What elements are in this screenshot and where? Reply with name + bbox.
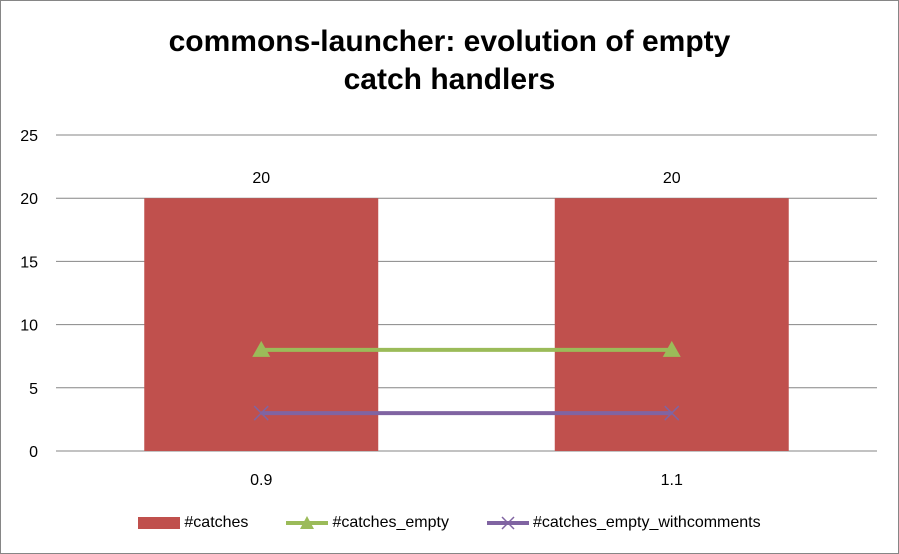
chart-title-line-2: catch handlers <box>343 63 556 96</box>
data-label: 20 <box>252 170 270 187</box>
legend-item-catches-empty-withcomments: #catches_empty_withcomments <box>486 514 761 532</box>
x-tick-label: 1.1 <box>661 472 683 489</box>
triangle-marker <box>662 340 681 357</box>
legend-label-catches: #catches <box>184 514 249 531</box>
legend-swatch-bar <box>138 517 181 529</box>
chart-title: commons-launcher: evolution of empty cat… <box>1 23 898 99</box>
y-tick-label: 15 <box>20 254 38 271</box>
legend-item-catches-empty: #catches_empty <box>286 514 449 532</box>
y-tick-label: 0 <box>29 444 38 461</box>
y-tick-label: 25 <box>20 128 38 145</box>
legend-label-catches-empty: #catches_empty <box>332 514 449 531</box>
legend-swatch-triangle-line <box>286 516 329 529</box>
bar <box>144 198 379 451</box>
legend-swatch-x-line <box>486 516 529 530</box>
legend-item-catches: #catches <box>138 514 248 532</box>
x-tick-label: 0.9 <box>250 472 272 489</box>
x-marker <box>664 405 680 421</box>
chart-title-line-1: commons-launcher: evolution of empty <box>168 25 731 58</box>
y-tick-label: 5 <box>29 381 38 398</box>
y-tick-label: 20 <box>20 191 38 208</box>
triangle-marker <box>252 340 271 357</box>
bar <box>554 198 789 451</box>
legend-label-catches-empty-withcomments: #catches_empty_withcomments <box>532 514 761 531</box>
y-tick-label: 10 <box>20 318 38 335</box>
x-marker <box>253 405 269 421</box>
data-label: 20 <box>663 170 681 187</box>
legend: #catches #catches_empty #catches_empty_w… <box>1 509 898 537</box>
